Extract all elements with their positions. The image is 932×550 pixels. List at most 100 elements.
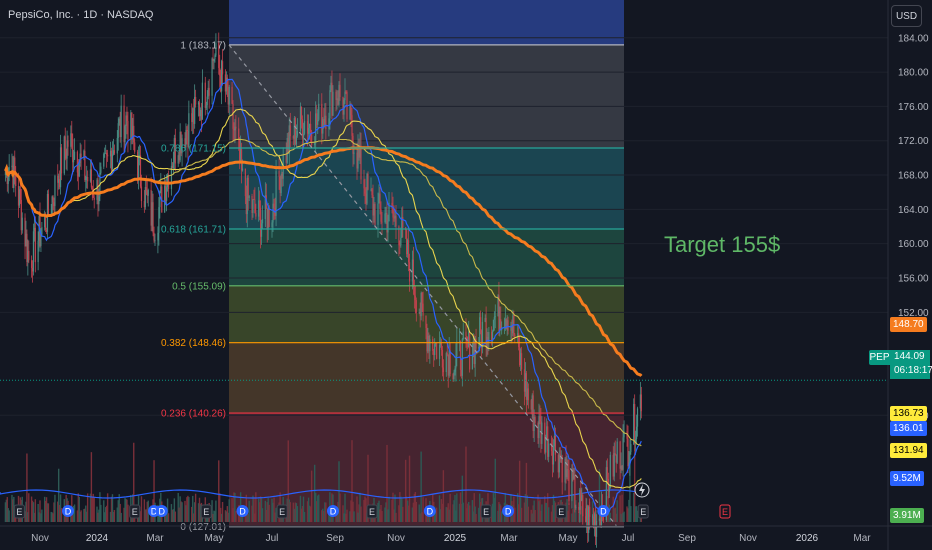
volume-bar <box>13 496 15 522</box>
currency-button[interactable]: USD <box>891 5 922 27</box>
candle-body <box>261 218 264 224</box>
candle-body <box>598 518 601 521</box>
candle-body <box>233 128 235 131</box>
volume-bar <box>567 510 569 522</box>
candle-body <box>622 437 624 470</box>
candle-body <box>138 155 141 156</box>
candle-body <box>195 96 197 105</box>
volume-bar <box>527 506 530 522</box>
volume-bar <box>384 507 386 522</box>
candle-body <box>525 373 528 400</box>
volume-bar <box>392 492 394 522</box>
candle-body <box>26 233 28 262</box>
volume-bar <box>227 512 229 522</box>
volume-bar <box>97 512 99 522</box>
dividend-marker[interactable] <box>423 505 436 517</box>
earnings-marker[interactable] <box>555 504 567 519</box>
candle-body <box>640 394 642 412</box>
fib-zone-0.236 <box>229 342 624 414</box>
dividend-marker[interactable] <box>597 505 610 517</box>
earnings-marker[interactable] <box>637 504 649 519</box>
candle-body <box>523 369 526 392</box>
volume-bar <box>406 500 409 522</box>
volume-bar <box>475 513 477 522</box>
volume-bar <box>84 508 86 522</box>
candle-body <box>545 438 547 453</box>
candle-body <box>371 189 373 196</box>
volume-bar <box>351 440 353 522</box>
candle-body <box>258 200 260 217</box>
volume-bar <box>37 503 39 522</box>
earnings-marker[interactable] <box>129 504 141 519</box>
volume-bar <box>218 460 220 522</box>
volume-bar <box>28 493 30 522</box>
candle-body <box>466 335 468 340</box>
volume-bar <box>380 504 382 522</box>
earnings-marker[interactable] <box>200 504 212 519</box>
candle-body <box>174 138 176 164</box>
candle-body <box>219 67 221 76</box>
earnings-marker[interactable] <box>366 504 378 519</box>
earnings-marker[interactable] <box>13 504 25 519</box>
candle-body <box>188 113 190 147</box>
volume-bar <box>153 460 155 522</box>
volume-label: 9.52M <box>890 471 924 486</box>
dividend-marker[interactable] <box>155 505 168 517</box>
candle-body <box>111 154 114 171</box>
candle-body <box>264 195 266 219</box>
candle-body <box>221 61 223 92</box>
volume-bar <box>471 500 474 522</box>
candle-body <box>447 355 449 376</box>
earnings-marker[interactable] <box>719 504 731 519</box>
volume-bar <box>342 505 344 522</box>
candle-body <box>633 404 635 445</box>
candle-body <box>287 138 289 154</box>
candle-body <box>593 514 596 527</box>
earnings-marker[interactable] <box>276 504 288 519</box>
dividend-marker[interactable] <box>62 505 75 517</box>
symbol-tag: PEP <box>869 350 890 365</box>
candle-body <box>294 118 296 145</box>
volume-bar <box>86 511 88 522</box>
candle-body <box>330 82 332 91</box>
volume-bar <box>212 513 214 522</box>
volume-bar <box>612 496 614 522</box>
candle-body <box>107 154 109 157</box>
candle-body <box>280 173 282 194</box>
candle-body <box>530 400 532 410</box>
volume-bar <box>260 498 263 522</box>
dividend-marker[interactable] <box>326 505 339 517</box>
candle-body <box>252 199 254 214</box>
candle-body <box>134 142 136 152</box>
candle-body <box>118 118 120 124</box>
volume-bar <box>180 501 182 522</box>
candle-body <box>296 131 299 136</box>
candle-body <box>412 259 415 288</box>
candle-body <box>116 138 118 154</box>
candle-body <box>381 221 383 223</box>
candle-body <box>461 338 463 376</box>
earnings-marker[interactable] <box>480 504 492 519</box>
dividend-marker[interactable] <box>236 505 249 517</box>
candle-body <box>130 112 132 140</box>
candle-body <box>324 115 326 125</box>
volume-bar <box>199 503 202 522</box>
dividend-marker[interactable] <box>502 505 515 517</box>
volume-bar <box>296 506 299 522</box>
volume-bar <box>299 495 302 522</box>
candle-body <box>201 82 203 120</box>
candle-body <box>539 416 541 422</box>
volume-bar <box>308 505 311 522</box>
candle-body <box>232 103 234 129</box>
candle-body <box>499 319 501 332</box>
candle-body <box>124 126 126 143</box>
candle-body <box>172 162 174 169</box>
x-tick-label: 2024 <box>86 533 109 544</box>
candle-body <box>227 91 229 105</box>
volume-bar <box>57 501 59 522</box>
candle-body <box>59 179 61 188</box>
fib-trend-line[interactable] <box>228 44 618 528</box>
volume-bar <box>415 501 418 522</box>
